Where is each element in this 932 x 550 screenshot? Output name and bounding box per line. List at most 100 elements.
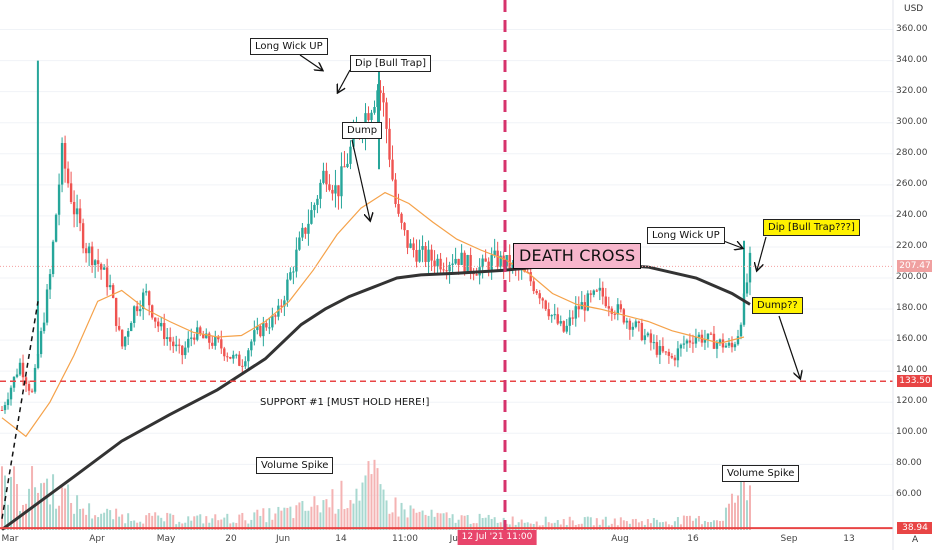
volume-bar bbox=[274, 513, 277, 530]
volume-bar bbox=[535, 521, 538, 530]
volume-bar bbox=[19, 511, 22, 530]
candle-body bbox=[217, 336, 220, 340]
volume-bar bbox=[547, 522, 550, 530]
candle-body bbox=[622, 309, 626, 323]
candle-body bbox=[568, 317, 571, 326]
candle-body bbox=[697, 334, 701, 338]
y-tick-label: 280.00 bbox=[896, 147, 928, 158]
volume-bar bbox=[322, 500, 325, 530]
volume-bar bbox=[196, 515, 199, 530]
volume-bar bbox=[37, 492, 40, 530]
volume-bar bbox=[25, 503, 28, 530]
candle-body bbox=[499, 255, 502, 268]
candle-body bbox=[105, 267, 109, 288]
arrow-dip-2 bbox=[757, 236, 767, 270]
volume-bar bbox=[703, 520, 706, 530]
candle-body bbox=[643, 335, 647, 341]
volume-bar bbox=[403, 509, 406, 530]
candle-body bbox=[379, 90, 382, 93]
volume-bar bbox=[460, 515, 463, 530]
candle-body bbox=[652, 342, 656, 344]
candle-body bbox=[682, 343, 686, 345]
candle-body bbox=[397, 204, 400, 214]
candle-body bbox=[12, 376, 16, 388]
candle-body bbox=[412, 243, 415, 251]
x-tick-label: 20 bbox=[225, 534, 237, 544]
candle-body bbox=[730, 342, 734, 348]
volume-bar bbox=[493, 517, 496, 530]
candle-body bbox=[166, 337, 169, 340]
x-tick-label: Jul bbox=[449, 534, 461, 544]
volume-bar bbox=[619, 517, 622, 530]
annotation-death-cross: DEATH CROSS bbox=[513, 243, 642, 269]
candle-body bbox=[607, 306, 611, 309]
volume-bar bbox=[736, 495, 739, 530]
candle-body bbox=[400, 213, 403, 223]
volume-bar bbox=[583, 517, 586, 530]
candle-body bbox=[244, 361, 247, 367]
volume-bar bbox=[313, 496, 316, 530]
candle-body bbox=[36, 354, 40, 368]
price-tag: 207.47 bbox=[897, 260, 932, 273]
volume-bar bbox=[217, 520, 220, 530]
volume-bar bbox=[7, 504, 10, 530]
annotation-support: SUPPORT #1 [MUST HOLD HERE!] bbox=[260, 397, 430, 408]
volume-bar bbox=[136, 522, 139, 530]
volume-bar bbox=[436, 512, 439, 530]
volume-bar bbox=[424, 514, 427, 530]
volume-bar bbox=[475, 523, 478, 530]
volume-bar bbox=[244, 520, 247, 530]
candle-body bbox=[367, 113, 370, 121]
volume-bar bbox=[478, 513, 481, 530]
candle-body bbox=[637, 321, 641, 324]
volume-bar bbox=[658, 522, 661, 530]
volume-bar bbox=[406, 517, 409, 530]
volume-bar bbox=[457, 519, 460, 530]
volume-bar bbox=[505, 523, 508, 530]
volume-bar bbox=[688, 515, 691, 530]
y-tick-label: 300.00 bbox=[896, 116, 928, 127]
volume-bar bbox=[718, 521, 721, 530]
volume-bar bbox=[238, 514, 241, 530]
volume-bar bbox=[385, 500, 388, 530]
auto-scale-toggle[interactable]: A bbox=[912, 535, 919, 545]
volume-bar bbox=[94, 515, 97, 530]
volume-bar bbox=[142, 523, 145, 530]
candle-body bbox=[646, 333, 650, 336]
ma-short-line bbox=[1, 191, 745, 438]
volume-bar bbox=[346, 508, 349, 530]
candle-body bbox=[454, 258, 457, 264]
volume-bar bbox=[70, 502, 73, 530]
candle-body bbox=[289, 272, 292, 280]
volume-bar bbox=[100, 513, 103, 530]
candle-body bbox=[3, 405, 7, 411]
volume-bar bbox=[22, 504, 25, 530]
candle-body bbox=[601, 287, 605, 297]
y-tick-label: 60.00 bbox=[896, 489, 922, 500]
volume-bar bbox=[562, 519, 565, 530]
candle-body bbox=[688, 340, 692, 343]
candle-body bbox=[394, 179, 397, 205]
candle-body bbox=[24, 377, 28, 384]
volume-bar bbox=[454, 522, 457, 530]
candle-body bbox=[39, 331, 43, 355]
volume-bar bbox=[298, 502, 301, 530]
candle-body bbox=[220, 339, 223, 349]
volume-bar bbox=[178, 521, 181, 530]
candle-body bbox=[736, 336, 740, 345]
candle-body bbox=[93, 260, 97, 266]
volume-bar bbox=[256, 509, 259, 530]
candle-body bbox=[84, 248, 88, 254]
candle-body bbox=[574, 306, 577, 319]
volume-bar bbox=[676, 517, 679, 530]
volume-bar bbox=[439, 513, 442, 530]
volume-bar bbox=[151, 515, 154, 530]
volume-bar bbox=[400, 502, 403, 530]
candle-body bbox=[589, 293, 592, 295]
volume-bar bbox=[268, 508, 271, 530]
volume-bar bbox=[628, 523, 631, 530]
candle-body bbox=[114, 297, 118, 326]
candle-body bbox=[724, 345, 728, 348]
volume-bar bbox=[742, 471, 745, 530]
x-tick-label: 14 bbox=[335, 534, 347, 544]
